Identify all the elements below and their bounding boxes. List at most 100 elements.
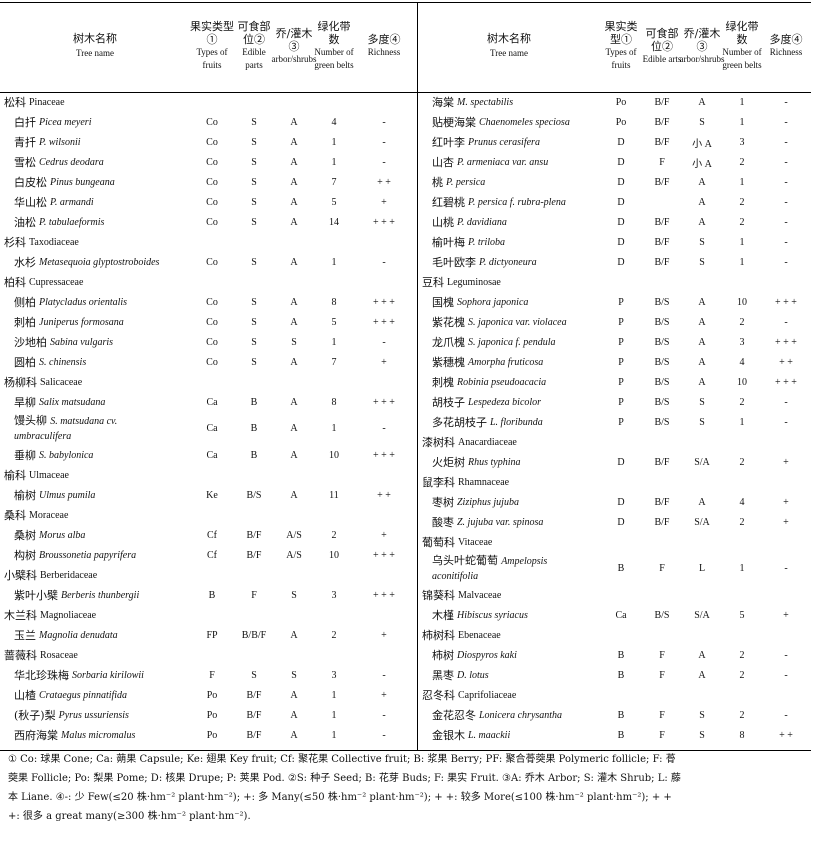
family-name: 杨柳科 Salicaceae [4,372,82,392]
tree-name-sci: P. davidiana [457,216,507,228]
edible-parts-cell: B/F [654,96,670,108]
arbor-shrub-cell: A [290,116,298,128]
tree-name-sci: Sophora japonica [457,296,529,308]
arbor-shrub-cell: A [290,196,298,208]
arbor-shrub-cell: A [698,316,706,328]
tree-name: 桑树 Morus alba [14,525,85,545]
arbor-shrub-cell: S [291,589,297,601]
tree-name-cn: 胡枝子 [432,396,465,409]
tree-name: 刺槐 Robinia pseudoacacia [432,372,546,392]
richness-cell: - [382,669,386,681]
family-name-cn: 葡萄科 [422,536,455,549]
table-row: 木槿 Hibiscus syriacus Ca B/S S/A 5 + [418,605,813,625]
family-row: 柏科 Cupressaceae [0,272,417,292]
table-row: 刺柏 Juniperus formosana Co S A 5 + + + [0,312,417,332]
arbor-shrub-cell: A [290,423,298,434]
family-name: 漆树科 Anacardiaceae [422,432,517,452]
arbor-shrub-cell: A [698,176,706,188]
edible-parts-cell: S [251,176,257,188]
edible-parts-cell: B/S [654,296,670,308]
arbor-shrub-cell: A [698,216,706,228]
green-belts-cell: 2 [739,216,745,228]
table-left-body: 松科 Pinaceae 白扦 Picea meyeri Co S A 4- 青扦 P. wilso… [0,92,417,745]
tree-name-sci: Magnolia denudata [39,629,118,641]
richness-cell: + + [779,729,793,741]
richness-cell: + + [377,176,391,188]
edible-parts-cell: S [251,216,257,228]
richness-cell: - [382,156,386,168]
edible-parts-cell: F [659,709,665,721]
top-rule [0,2,811,3]
table-row: 垂柳 S. babylonica Ca B A 10 + + + [0,445,417,465]
edible-parts-cell: B/F [654,216,670,228]
richness-cell: + + + [373,549,395,561]
richness-cell: - [784,156,788,168]
tree-name: 山桃 P. davidiana [432,212,507,232]
tree-name-sci: L. maackii [468,729,511,741]
footnote-line: 本 Liane. ④-: 少 Few(≤20 株·hm⁻² plant·hm⁻²… [8,792,672,803]
richness-cell: + + + [373,449,395,461]
richness-cell: + [783,496,789,508]
richness-cell: + [783,456,789,468]
tree-name: 紫穗槐 Amorpha fruticosa [432,352,543,372]
tree-name-cn: 榆树 [14,489,36,502]
header-arbor-shrub: 乔/灌木③ arbor/shrubs [271,26,317,64]
edible-parts-cell: B/S [654,356,670,368]
fruit-type-cell: P [618,416,624,428]
arbor-shrub-cell: A [698,356,706,368]
family-name-latin: Cupressaceae [29,276,84,288]
tree-name-sci: Salix matsudana [39,396,106,408]
header-tree-name-right: 树木名称 Tree name [487,32,531,58]
green-belts-cell: 2 [331,629,337,641]
richness-cell: - [784,649,788,661]
family-name-latin: Moraceae [29,509,69,521]
footnote: ① Co: 球果 Cone; Ca: 蒴果 Capsule; Ke: 翅果 Ke… [8,750,808,826]
arbor-shrub-cell: A [290,256,298,268]
richness-cell: - [382,336,386,348]
fruit-type-cell: Cf [207,529,217,541]
richness-cell: - [382,256,386,268]
tree-name: 金银木 L. maackii [432,725,510,745]
edible-parts-cell: S [251,336,257,348]
green-belts-cell: 2 [331,529,337,541]
table-row: 胡枝子 Lespedeza bicolor P B/S S 2 - [418,392,813,412]
edible-parts-cell: B/B/F [241,629,267,641]
tree-name-cn: 旱柳 [14,396,36,409]
family-name: 木兰科 Magnoliaceae [4,605,96,625]
table-row: 圆柏 S. chinensis Co S A 7 + [0,352,417,372]
green-belts-cell: 1 [331,729,337,741]
tree-name: 紫花槐 S. japonica var. violacea [432,312,567,332]
fruit-type-cell: D [617,256,625,268]
table-row: 乌头叶蛇葡萄 Ampelopsis aconitifolia B F L 1 - [418,552,813,585]
tree-name-sci: Sabina vulgaris [50,336,114,348]
arbor-shrub-cell: A [290,156,298,168]
tree-name-sci: P. armandi [50,196,94,208]
table-row: 玉兰 Magnolia denudata FP B/B/F A 2 + [0,625,417,645]
table-row: 榆树 Ulmus pumila Ke B/S A 11 + + [0,485,417,505]
tree-name-cn: 枣树 [432,496,454,509]
green-belts-cell: 2 [739,456,745,468]
tree-name: 胡枝子 Lespedeza bicolor [432,392,541,412]
tree-name-cn: 沙地柏 [14,336,47,349]
arbor-shrub-cell: L [698,563,706,574]
tree-name-sci: Cedrus deodara [39,156,104,168]
header-richness: 多度④ Richness [367,33,401,57]
green-belts-cell: 4 [739,496,745,508]
richness-cell: + + + [775,376,797,388]
family-name: 柿树科 Ebenaceae [422,625,501,645]
edible-parts-cell: S [251,669,257,681]
tree-name: 刺柏 Juniperus formosana [14,312,124,332]
tree-name: 枣树 Ziziphus jujuba [432,492,519,512]
tree-name-sci: Platycladus orientalis [39,296,128,308]
tree-name-sci: P. tabulaeformis [39,216,105,228]
green-belts-cell: 1 [739,563,745,574]
table-row: 馒头柳 S. matsudana cv. umbraculifera Ca B A 1 - [0,412,417,445]
tree-name-cn: 多花胡枝子 [432,416,487,429]
green-belts-cell: 1 [739,116,745,128]
green-belts-cell: 2 [739,156,745,168]
fruit-type-cell: D [617,136,625,148]
tree-name-cn: 圆柏 [14,356,36,369]
edible-parts-cell: B/F [246,709,262,721]
header-richness-right: 多度④ Richness [769,33,803,57]
tree-name-sci: S. japonica f. pendula [468,336,556,348]
